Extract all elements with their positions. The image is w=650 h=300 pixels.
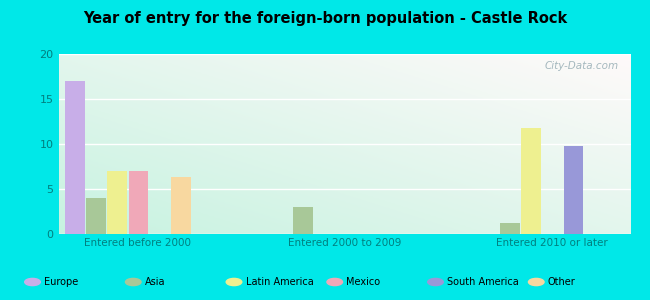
- Text: Europe: Europe: [44, 277, 79, 287]
- Text: Other: Other: [548, 277, 576, 287]
- Bar: [171, 177, 190, 234]
- Bar: [86, 198, 106, 234]
- Text: South America: South America: [447, 277, 519, 287]
- Text: Latin America: Latin America: [246, 277, 313, 287]
- Text: Mexico: Mexico: [346, 277, 381, 287]
- Bar: [129, 171, 148, 234]
- Bar: [521, 128, 541, 234]
- Bar: [65, 81, 84, 234]
- Text: Year of entry for the foreign-born population - Castle Rock: Year of entry for the foreign-born popul…: [83, 11, 567, 26]
- Bar: [107, 171, 127, 234]
- Bar: [293, 207, 313, 234]
- Bar: [500, 223, 520, 234]
- Bar: [564, 146, 583, 234]
- Text: City-Data.com: City-Data.com: [545, 61, 619, 71]
- Text: Asia: Asia: [145, 277, 166, 287]
